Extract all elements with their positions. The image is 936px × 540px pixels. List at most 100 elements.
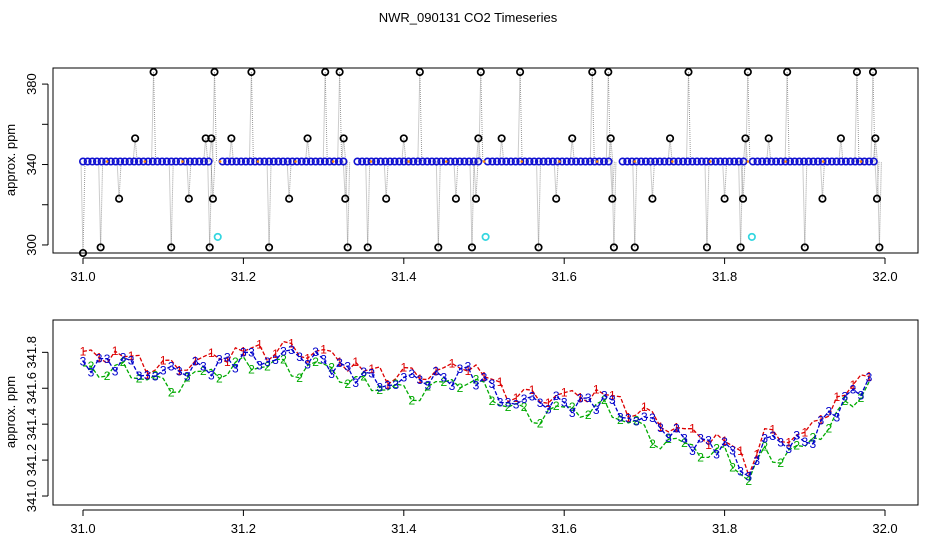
baseline-point: [185, 157, 194, 166]
connecting-line: [188, 161, 192, 199]
series-2-marker: 2: [569, 400, 576, 414]
connecting-line: [342, 161, 346, 199]
series-3-marker: 3: [232, 361, 239, 375]
baseline-point: [646, 157, 655, 166]
series-3-marker: 3: [569, 406, 576, 420]
baseline-point: [674, 157, 683, 166]
baseline-point: [427, 157, 436, 166]
baseline-point: [367, 157, 376, 166]
baseline-point: [334, 157, 343, 166]
connecting-line: [519, 72, 523, 162]
baseline-point: [599, 157, 608, 166]
baseline-point: [269, 157, 278, 166]
series-1-marker: 1: [288, 337, 295, 351]
top-x-tick-label: 31.6: [552, 269, 577, 284]
outlier-point: [666, 134, 675, 143]
series-2-marker: 2: [489, 394, 496, 408]
series-3-marker: 3: [441, 370, 448, 384]
baseline-point: [381, 157, 390, 166]
baseline-accent-point: [143, 160, 147, 163]
series-1-marker: 1: [721, 434, 728, 448]
series-1-marker: 1: [160, 353, 167, 367]
outlier-point: [467, 243, 477, 252]
series-3-marker: 3: [601, 388, 608, 402]
series-3-marker: 3: [433, 365, 440, 379]
series-2-marker: 2: [681, 436, 688, 450]
series-3-marker: 3: [328, 367, 335, 381]
top-outlier-points: [78, 67, 884, 258]
series-3-marker: 3: [665, 431, 672, 445]
series-2-marker: 2: [473, 372, 480, 386]
series-2-marker: 2: [264, 359, 271, 373]
series-3-marker: 3: [120, 351, 127, 365]
baseline-accent-point: [369, 160, 373, 163]
series-3-marker: 3: [577, 391, 584, 405]
bottom-x-tick-label: 31.2: [231, 521, 256, 536]
bottom-y-tick-label: 341.6: [24, 372, 39, 405]
connecting-line: [210, 161, 214, 199]
series-2-marker: 2: [344, 377, 351, 391]
series-2-marker: 2: [537, 417, 544, 431]
baseline-point: [804, 157, 813, 166]
flagged-point: [481, 232, 490, 241]
connecting-line: [367, 161, 371, 248]
series-3-marker: 3: [481, 370, 488, 384]
connecting-line: [819, 161, 823, 199]
outlier-point: [516, 67, 525, 77]
outlier-point: [227, 134, 236, 143]
outlier-point: [451, 194, 460, 203]
connecting-line: [634, 161, 638, 248]
connecting-line: [740, 161, 744, 199]
series-1-marker: 1: [753, 448, 760, 462]
flagged-point: [213, 232, 222, 241]
series-2-marker: 2: [617, 413, 624, 427]
series-1-marker: 1: [737, 444, 744, 458]
series-3-marker: 3: [400, 370, 407, 384]
series-3-marker: 3: [352, 376, 359, 390]
top-x-tick-label: 31.8: [712, 269, 737, 284]
baseline-point: [274, 157, 283, 166]
series-1-marker: 1: [224, 355, 231, 369]
baseline-point: [516, 157, 525, 166]
outlier-point: [149, 67, 158, 77]
baseline-accent-point: [181, 160, 184, 163]
connecting-line: [453, 161, 457, 199]
series-3-marker: 3: [513, 397, 520, 411]
series-3-marker: 3: [416, 373, 423, 387]
baseline-point: [125, 157, 134, 166]
series-2-marker: 2: [665, 432, 672, 446]
outlier-point: [738, 194, 748, 203]
connecting-line: [611, 161, 615, 248]
baseline-point: [548, 157, 557, 166]
series-1-marker: 1: [545, 396, 552, 410]
baseline-point: [813, 157, 822, 166]
series-3-marker: 3: [176, 364, 183, 378]
baseline-point: [162, 157, 171, 166]
baseline-point: [418, 157, 427, 166]
series-1-marker: 1: [320, 343, 327, 357]
series-2-marker: 2: [793, 439, 800, 453]
series-3-marker: 3: [505, 396, 512, 410]
series-3-marker: 3: [689, 444, 696, 458]
baseline-point: [469, 157, 478, 166]
series-3-marker: 3: [184, 369, 191, 383]
series-2-marker: 2: [826, 422, 833, 436]
baseline-point: [688, 157, 697, 166]
baseline-point: [827, 157, 836, 166]
series-2-marker: 2: [441, 375, 448, 389]
baseline-point: [451, 157, 460, 166]
connecting-line: [437, 161, 441, 248]
bottom-y-tick-label: 341.2: [24, 444, 39, 477]
outlier-point: [415, 67, 424, 77]
baseline-point: [474, 157, 483, 166]
series-1-marker: 1: [400, 361, 407, 375]
baseline-point: [232, 157, 241, 166]
baseline-point: [116, 157, 125, 166]
connecting-line: [874, 161, 878, 199]
outlier-point: [783, 67, 792, 77]
baseline-point: [623, 157, 632, 166]
baseline-accent-point: [218, 160, 222, 163]
connecting-line: [469, 161, 473, 248]
series-3-marker: 3: [561, 396, 568, 410]
bottom-y-axis-label: approx. ppm: [3, 376, 18, 448]
